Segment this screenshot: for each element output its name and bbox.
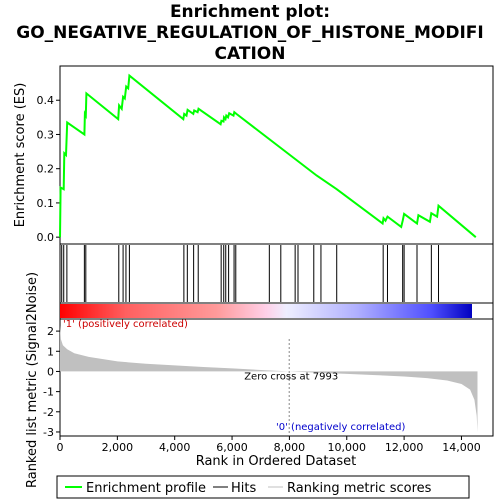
- es-plot-frame: [59, 65, 494, 245]
- es-y-axis-label: Enrichment score (ES): [13, 83, 28, 228]
- es-panel: 0.0 0.1 0.2 0.3 0.4 Enrichment score (ES): [13, 65, 494, 245]
- metric-x-axis-label: Rank in Ordered Dataset: [196, 454, 357, 469]
- metric-x-tick-label: 8,000: [274, 441, 306, 454]
- metric-x-tick-label: 0: [57, 441, 64, 454]
- hits-panel: [59, 243, 494, 304]
- metric-x-ticks: 0 2,000 4,000 6,000 8,000 10,000 12,000 14,000: [57, 436, 481, 454]
- metric-panel: 2 1 0 -1 -2 -3 0 2,000 4,000 6,000 8,000 10,000 12,…: [25, 272, 494, 488]
- legend-hits-label: Hits: [231, 481, 256, 496]
- legend-metric-label: Ranking metric scores: [287, 481, 432, 496]
- hit-marks: [61, 245, 440, 302]
- hits-frame: [59, 243, 494, 304]
- metric-x-tick-label: 14,000: [442, 441, 481, 454]
- metric-x-tick-label: 6,000: [216, 441, 248, 454]
- legend: Enrichment profile Hits Ranking metric s…: [56, 475, 470, 499]
- metric-x-tick-label: 2,000: [102, 441, 134, 454]
- zero-cross-label: Zero cross at 7993: [244, 371, 338, 382]
- positive-correlated-label: '1' (positively correlated): [63, 319, 188, 330]
- metric-x-tick-label: 12,000: [385, 441, 424, 454]
- title-line-2: GO_NEGATIVE_REGULATION_OF_HISTONE_MODIFI: [16, 23, 484, 43]
- es-y-tick-label: 0.0: [37, 231, 55, 244]
- es-y-tick-label: 0.1: [37, 197, 55, 210]
- metric-y-tick-label: 1: [47, 345, 54, 358]
- metric-y-tick-label: -1: [43, 386, 54, 399]
- title-line-1: Enrichment plot:: [169, 2, 331, 22]
- metric-y-tick-label: 0: [47, 365, 54, 378]
- metric-y-tick-label: 2: [47, 325, 54, 338]
- es-y-tick-label: 0.4: [37, 94, 55, 107]
- es-y-ticks: 0.0 0.1 0.2 0.3 0.4: [37, 94, 60, 244]
- negative-correlated-label: '0' (negatively correlated): [276, 422, 405, 433]
- legend-frame: [56, 475, 470, 499]
- metric-y-axis-label: Ranked list metric (Signal2Noise): [25, 272, 40, 488]
- metric-x-tick-label: 10,000: [328, 441, 367, 454]
- metric-x-tick-label: 4,000: [159, 441, 191, 454]
- rank-colorbar: [60, 304, 472, 318]
- metric-y-tick-label: -3: [43, 426, 54, 439]
- rank-colorbar-panel: [59, 302, 494, 320]
- chart-title: Enrichment plot: GO_NEGATIVE_REGULATION_…: [0, 2, 500, 65]
- enrichment-profile-line: [59, 73, 477, 238]
- es-y-tick-label: 0.3: [37, 128, 55, 141]
- metric-y-tick-label: -2: [43, 406, 54, 419]
- legend-profile-label: Enrichment profile: [86, 481, 206, 496]
- es-y-tick-label: 0.2: [37, 163, 55, 176]
- metric-y-ticks: 2 1 0 -1 -2 -3: [43, 325, 60, 439]
- title-line-3: CATION: [214, 44, 286, 64]
